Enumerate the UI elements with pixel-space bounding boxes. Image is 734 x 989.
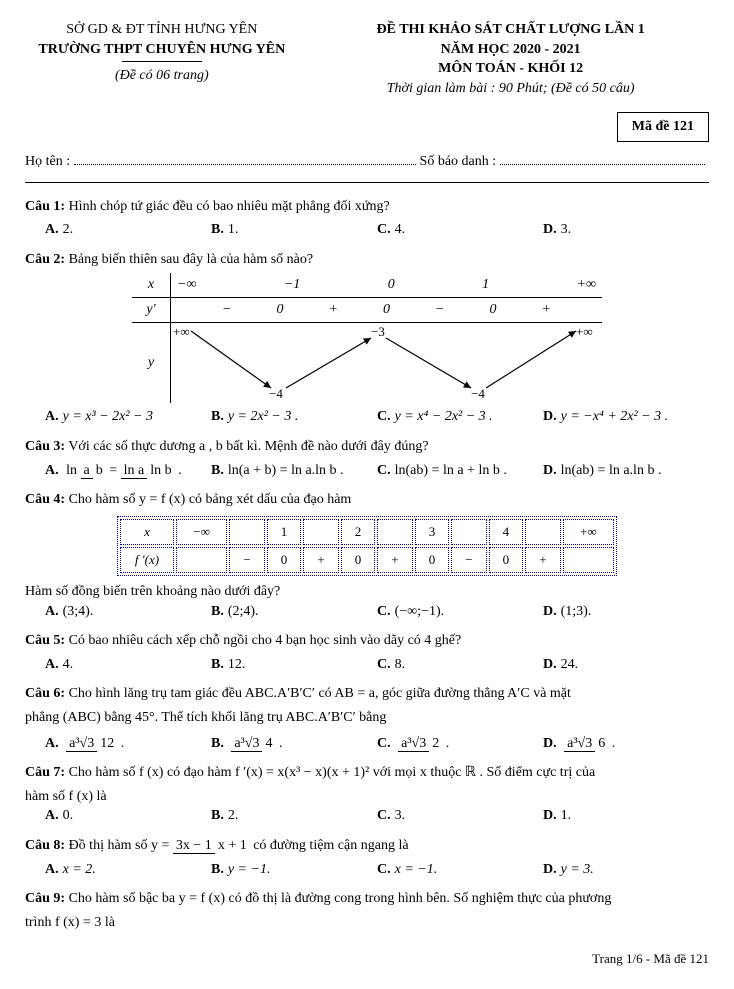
- q1-options: A.2. B.1. C.4. D.3.: [45, 220, 709, 240]
- name-row: Họ tên : Số báo danh :: [25, 152, 709, 172]
- question-9: Câu 9: Cho hàm số bậc ba y = f (x) có đồ…: [25, 889, 709, 909]
- divider: [122, 61, 202, 62]
- question-8: Câu 8: Đồ thị hàm số y = 3x − 1x + 1 có …: [25, 836, 709, 856]
- q7-C: C.3.: [377, 806, 543, 826]
- q6-D: D. a³√36 .: [543, 734, 709, 754]
- q5-options: A.4. B.12. C.8. D.24.: [45, 655, 709, 675]
- q6-label: Câu 6:: [25, 686, 65, 701]
- page-count: (Đề có 06 trang): [25, 66, 299, 86]
- q4-text1: Cho hàm số y = f (x) có bảng xét dấu của…: [69, 492, 352, 507]
- question-2: Câu 2: Bảng biến thiên sau đây là của hà…: [25, 250, 709, 270]
- exam-header: SỞ GD & ĐT TỈNH HƯNG YÊN TRƯỜNG THPT CHU…: [25, 20, 709, 98]
- question-1: Câu 1: Hình chóp tứ giác đều có bao nhiê…: [25, 197, 709, 217]
- q9-text1: Cho hàm số bậc ba y = f (x) có đồ thị là…: [69, 891, 612, 906]
- q3-C: C.ln(ab) = ln a + ln b .: [377, 461, 543, 481]
- q4-A: A.(3;4).: [45, 602, 211, 622]
- q4-options: A.(3;4). B.(2;4). C.(−∞;−1). D.(1;3).: [45, 602, 709, 622]
- q6-text1: Cho hình lăng trụ tam giác đều ABC.A′B′C…: [69, 686, 571, 701]
- q7-B: B.2.: [211, 806, 377, 826]
- q3-options: A. ln ab = ln aln b . B.ln(a + b) = ln a…: [45, 461, 709, 481]
- q5-label: Câu 5:: [25, 633, 65, 648]
- q1-C: C.4.: [377, 220, 543, 240]
- q2-D: D.y = −x⁴ + 2x² − 3 .: [543, 407, 709, 427]
- q5-B: B.12.: [211, 655, 377, 675]
- q6-text2: phẳng (ABC) bằng 45°. Thể tích khối lăng…: [25, 708, 709, 728]
- q2-B: B.y = 2x² − 3 .: [211, 407, 377, 427]
- department: SỞ GD & ĐT TỈNH HƯNG YÊN: [25, 20, 299, 40]
- q8-B: B.y = −1.: [211, 860, 377, 880]
- q2-A: A.y = x³ − 2x² − 3: [45, 407, 211, 427]
- q4-D: D.(1;3).: [543, 602, 709, 622]
- q6-options: A. a³√312 . B. a³√34 . C. a³√32 . D. a³√…: [45, 734, 709, 754]
- q1-B: B.1.: [211, 220, 377, 240]
- q4-text2: Hàm số đồng biến trên khoảng nào dưới đâ…: [25, 582, 709, 602]
- q9-text2: trình f (x) = 3 là: [25, 913, 709, 933]
- exam-duration: Thời gian làm bài : 90 Phút; (Đề có 50 c…: [312, 79, 709, 99]
- q9-label: Câu 9:: [25, 891, 65, 906]
- q7-text1: Cho hàm số f (x) có đạo hàm f ′(x) = x(x…: [69, 765, 596, 780]
- q3-B: B.ln(a + b) = ln a.ln b .: [211, 461, 377, 481]
- q7-A: A.0.: [45, 806, 211, 826]
- q6-C: C. a³√32 .: [377, 734, 543, 754]
- q5-text: Có bao nhiêu cách xếp chỗ ngồi cho 4 bạn…: [69, 633, 462, 648]
- exam-title: ĐỀ THI KHẢO SÁT CHẤT LƯỢNG LẦN 1: [312, 20, 709, 40]
- exam-code: Mã đề 121: [617, 112, 709, 142]
- q2-label: Câu 2:: [25, 252, 65, 267]
- q1-label: Câu 1:: [25, 199, 65, 214]
- q8-C: C.x = −1.: [377, 860, 543, 880]
- q5-C: C.8.: [377, 655, 543, 675]
- question-6: Câu 6: Cho hình lăng trụ tam giác đều AB…: [25, 684, 709, 704]
- variation-table: x −∞ −1 0 1 +∞ y′ − 0 + 0 − 0 + y: [132, 273, 602, 403]
- id-dotline: [500, 152, 705, 165]
- name-label: Họ tên :: [25, 152, 70, 172]
- q8-A: A.x = 2.: [45, 860, 211, 880]
- q7-label: Câu 7:: [25, 765, 65, 780]
- q2-options: A.y = x³ − 2x² − 3 B.y = 2x² − 3 . C.y =…: [45, 407, 709, 427]
- q7-D: D.1.: [543, 806, 709, 826]
- q5-A: A.4.: [45, 655, 211, 675]
- q4-C: C.(−∞;−1).: [377, 602, 543, 622]
- header-left: SỞ GD & ĐT TỈNH HƯNG YÊN TRƯỜNG THPT CHU…: [25, 20, 299, 98]
- separator-line: [25, 182, 709, 183]
- question-7: Câu 7: Cho hàm số f (x) có đạo hàm f ′(x…: [25, 763, 709, 783]
- q8-options: A.x = 2. B.y = −1. C.x = −1. D.y = 3.: [45, 860, 709, 880]
- q1-A: A.2.: [45, 220, 211, 240]
- q1-D: D.3.: [543, 220, 709, 240]
- header-right: ĐỀ THI KHẢO SÁT CHẤT LƯỢNG LẦN 1 NĂM HỌC…: [312, 20, 709, 98]
- sign-table: x −∞ 1 2 3 4 +∞ f ′(x) − 0+ 0+ 0− 0+: [117, 516, 617, 576]
- q7-options: A.0. B.2. C.3. D.1.: [45, 806, 709, 826]
- q7-text2: hàm số f (x) là: [25, 787, 709, 807]
- q3-A: A. ln ab = ln aln b .: [45, 461, 211, 481]
- q8-text-post: có đường tiệm cận ngang là: [253, 838, 408, 853]
- q6-B: B. a³√34 .: [211, 734, 377, 754]
- name-dotline: [74, 152, 415, 165]
- q6-A: A. a³√312 .: [45, 734, 211, 754]
- q4-B: B.(2;4).: [211, 602, 377, 622]
- question-5: Câu 5: Có bao nhiêu cách xếp chỗ ngồi ch…: [25, 631, 709, 651]
- q4-label: Câu 4:: [25, 492, 65, 507]
- q8-text-pre: Đồ thị hàm số y =: [69, 838, 173, 853]
- page-footer: Trang 1/6 - Mã đề 121: [25, 950, 709, 968]
- q3-label: Câu 3:: [25, 439, 65, 454]
- school: TRƯỜNG THPT CHUYÊN HƯNG YÊN: [25, 40, 299, 60]
- q3-text: Với các số thực dương a , b bất kì. Mệnh…: [68, 439, 428, 454]
- question-3: Câu 3: Với các số thực dương a , b bất k…: [25, 437, 709, 457]
- exam-year: NĂM HỌC 2020 - 2021: [312, 40, 709, 60]
- variation-graph: +∞ −4 −3 −4 +∞: [171, 323, 602, 403]
- q3-D: D.ln(ab) = ln a.ln b .: [543, 461, 709, 481]
- question-4: Câu 4: Cho hàm số y = f (x) có bảng xét …: [25, 490, 709, 510]
- q2-text: Bảng biến thiên sau đây là của hàm số nà…: [69, 252, 314, 267]
- q8-label: Câu 8:: [25, 838, 65, 853]
- q1-text: Hình chóp tứ giác đều có bao nhiêu mặt p…: [69, 199, 390, 214]
- q5-D: D.24.: [543, 655, 709, 675]
- id-label: Số báo danh :: [420, 152, 497, 172]
- q2-C: C.y = x⁴ − 2x² − 3 .: [377, 407, 543, 427]
- exam-subject: MÔN TOÁN - KHỐI 12: [312, 59, 709, 79]
- q8-D: D.y = 3.: [543, 860, 709, 880]
